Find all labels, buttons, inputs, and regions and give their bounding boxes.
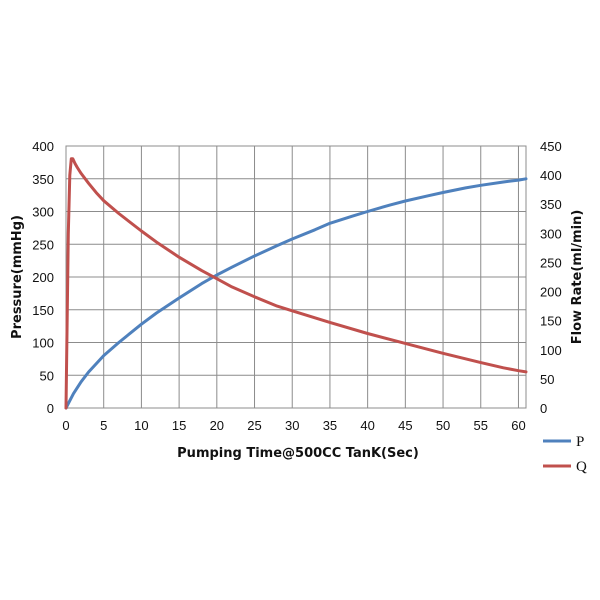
legend-label-p: P <box>576 434 584 450</box>
right-tick-label: 300 <box>540 226 562 241</box>
x-tick-label: 30 <box>285 418 299 433</box>
x-tick-label: 35 <box>323 418 337 433</box>
x-tick-label: 55 <box>474 418 488 433</box>
x-tick-label: 5 <box>100 418 107 433</box>
left-axis-title: Pressure(mmHg) <box>10 215 25 339</box>
right-tick-label: 150 <box>540 314 562 329</box>
series-line-p <box>64 177 528 410</box>
right-tick-label: 450 <box>540 139 562 154</box>
right-tick-label: 250 <box>540 255 562 270</box>
x-tick-label: 15 <box>172 418 186 433</box>
right-tick-label: 100 <box>540 343 562 358</box>
left-tick-label: 0 <box>47 401 54 416</box>
right-tick-label: 0 <box>540 401 547 416</box>
right-tick-label: 350 <box>540 197 562 212</box>
plot-border <box>65 145 527 409</box>
x-tick-label: 60 <box>511 418 525 433</box>
right-tick-label: 400 <box>540 168 562 183</box>
left-tick-label: 400 <box>32 139 54 154</box>
x-tick-label: 50 <box>436 418 450 433</box>
plot-frame <box>65 145 527 409</box>
x-tick-label: 40 <box>360 418 374 433</box>
left-tick-label: 50 <box>40 368 54 383</box>
x-tick-label: 20 <box>210 418 224 433</box>
left-axis-ticks: 0 50 100 150 200 250 300 350 400 <box>32 139 54 416</box>
right-tick-label: 200 <box>540 285 562 300</box>
left-tick-label: 100 <box>32 336 54 351</box>
legend: P Q <box>543 434 587 475</box>
right-axis-ticks: 0 50 100 150 200 250 300 350 400 450 <box>540 139 562 416</box>
right-tick-label: 50 <box>540 372 554 387</box>
legend-label-q: Q <box>576 459 587 475</box>
x-axis-ticks: 0 5 10 15 20 25 30 35 40 45 50 55 60 <box>62 418 525 433</box>
left-tick-label: 350 <box>32 172 54 187</box>
x-axis-title: Pumping Time@500CC TanK(Sec) <box>177 446 419 461</box>
left-tick-label: 150 <box>32 303 54 318</box>
series-layer <box>64 157 528 410</box>
left-tick-label: 200 <box>32 270 54 285</box>
gridlines <box>65 145 526 409</box>
series-line-q <box>64 157 528 410</box>
left-tick-label: 250 <box>32 237 54 252</box>
x-tick-label: 45 <box>398 418 412 433</box>
x-tick-label: 10 <box>134 418 148 433</box>
right-axis-title: Flow Rate(ml/min) <box>570 210 585 345</box>
x-tick-label: 0 <box>62 418 69 433</box>
x-tick-label: 25 <box>247 418 261 433</box>
left-tick-label: 300 <box>32 205 54 220</box>
